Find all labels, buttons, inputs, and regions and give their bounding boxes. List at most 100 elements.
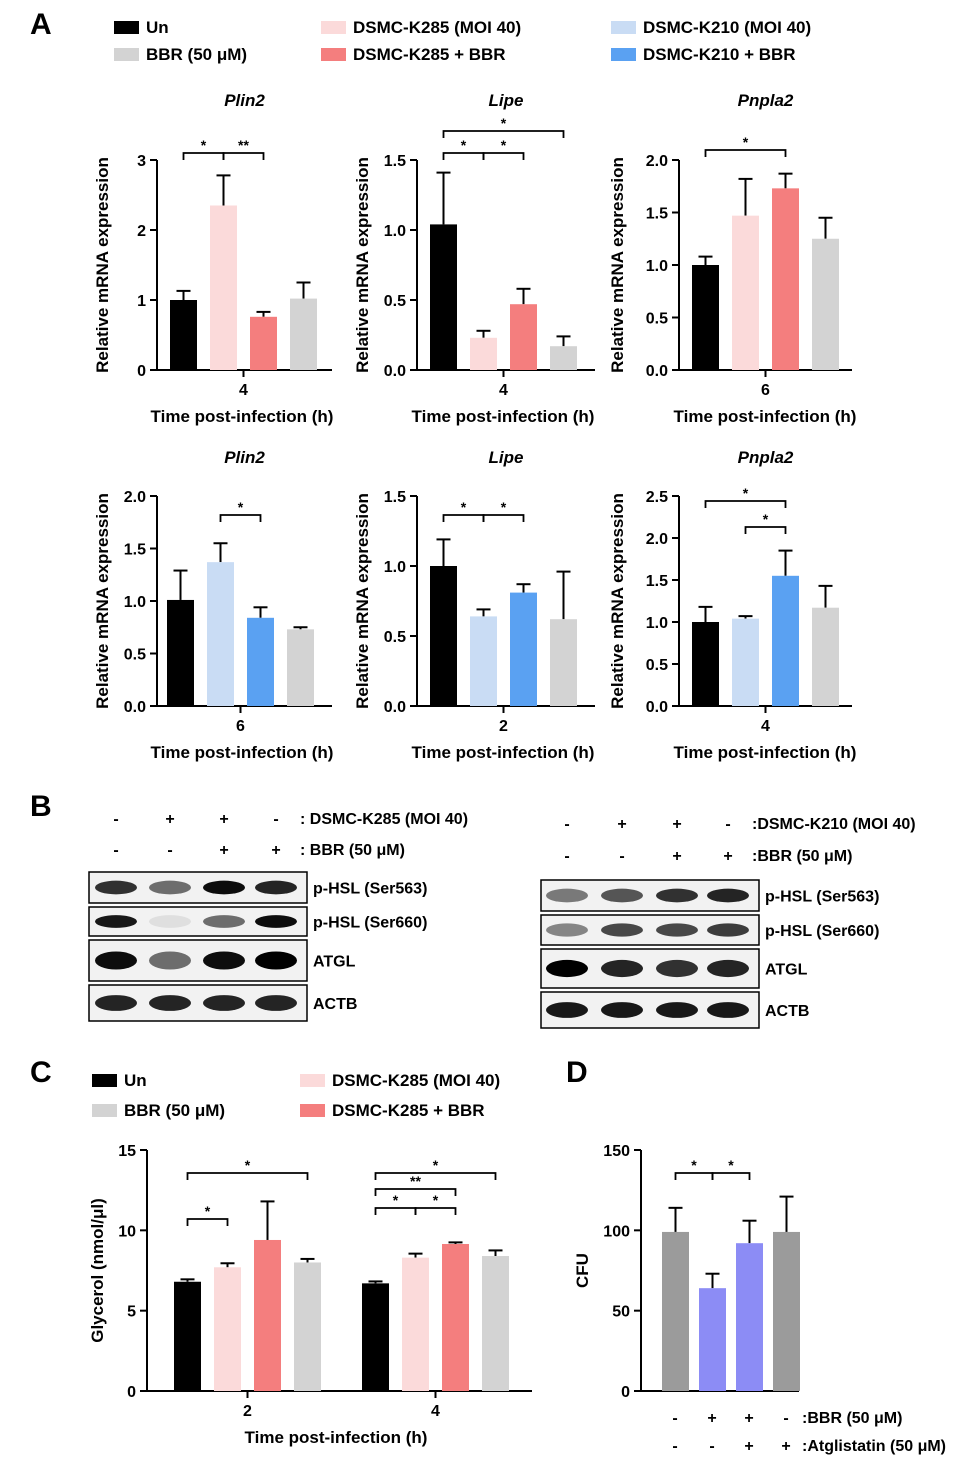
treatment-mark: +: [672, 848, 681, 865]
y-tick-label: 2: [137, 223, 146, 240]
legend-swatch: [611, 21, 636, 34]
blot-band: [203, 995, 245, 1011]
bar: [510, 592, 537, 706]
bar: [207, 562, 234, 706]
treatment-label: :BBR (50 μM): [752, 848, 852, 865]
legend-swatch: [114, 21, 139, 34]
bar: [550, 346, 577, 370]
blot-band: [255, 880, 297, 895]
blot-band-label: ATGL: [765, 962, 808, 979]
bar: [290, 298, 317, 370]
treatment-mark: -: [273, 811, 278, 828]
bar: [210, 205, 237, 370]
treatment-mark: -: [783, 1410, 788, 1427]
legend-label: Un: [146, 18, 169, 37]
bar: [170, 300, 197, 370]
bar: [294, 1262, 321, 1391]
blot-band: [203, 880, 245, 895]
bar: [362, 1283, 389, 1391]
treatment-label: :Atglistatin (50 μM): [802, 1438, 946, 1455]
chart-title: Pnpla2: [738, 448, 794, 467]
treatment-mark: -: [619, 848, 624, 865]
y-tick-label: 0.0: [646, 363, 668, 380]
significance-bracket: [704, 149, 787, 157]
y-tick-label: 5: [127, 1304, 136, 1321]
legend-panel-a: Un BBR (50 μM) DSMC-K285 (MOI 40) DSMC-K285…: [114, 18, 811, 64]
treatment-label: :BBR (50 μM): [802, 1410, 902, 1427]
y-tick-label: 1.0: [646, 258, 668, 275]
significance-marker: *: [461, 137, 467, 153]
significance-bracket: [744, 526, 787, 534]
blot-band: [707, 1002, 749, 1018]
treatment-mark: +: [219, 842, 228, 859]
blot-band: [95, 880, 137, 895]
treatment-mark: -: [113, 811, 118, 828]
x-tick-label: 4: [431, 1403, 440, 1420]
blot-band-label: ATGL: [313, 954, 356, 971]
y-tick-label: 0.0: [384, 699, 406, 716]
legend-swatch: [92, 1104, 117, 1117]
blot-band: [546, 888, 588, 903]
significance-marker: **: [238, 137, 249, 153]
legend-panel-c: Un BBR (50 μM) DSMC-K285 (MOI 40) DSMC-K285…: [92, 1071, 500, 1120]
significance-marker: *: [245, 1157, 251, 1173]
significance-bracket: [711, 1172, 751, 1180]
significance-bracket: [186, 1172, 309, 1180]
significance-bracket: [442, 152, 485, 160]
blot-band: [95, 995, 137, 1011]
treatment-mark: +: [723, 848, 732, 865]
y-axis-label: Relative mRNA expression: [608, 493, 627, 709]
chart-a4-plin2: 0.0 0.5 1.0 1.5 2.0 Relative mRNA expression P…: [93, 448, 333, 762]
blot-band: [149, 995, 191, 1011]
significance-marker: *: [433, 1192, 439, 1208]
y-axis-label: Relative mRNA expression: [353, 493, 372, 709]
blot-band-label: ACTB: [765, 1003, 809, 1020]
y-tick-label: 0.5: [646, 657, 668, 674]
bar: [250, 316, 277, 370]
legend-label: BBR (50 μM): [124, 1101, 225, 1120]
treatment-mark: +: [271, 842, 280, 859]
bar: [482, 1256, 509, 1391]
blot-band: [601, 1002, 643, 1018]
blot-band-label: p-HSL (Ser563): [313, 881, 427, 898]
legend-swatch: [321, 21, 346, 34]
significance-bracket: [182, 152, 225, 160]
bar: [772, 575, 799, 706]
x-axis-label: Time post-infection (h): [674, 407, 857, 426]
chart-a3-pnpla2: 0.0 0.5 1.0 1.5 2.0 Relative mRNA expression P…: [608, 91, 856, 426]
blot-band: [203, 915, 245, 928]
significance-marker: *: [461, 499, 467, 515]
panel-label-d: D: [566, 1056, 588, 1089]
y-tick-label: 0: [127, 1384, 136, 1401]
y-tick-label: 0.5: [646, 311, 668, 328]
blot-band-label: ACTB: [313, 996, 357, 1013]
y-tick-label: 1.5: [646, 206, 668, 223]
y-tick-label: 2.5: [646, 489, 668, 506]
blot-band: [149, 915, 191, 928]
x-axis-label: Time post-infection (h): [245, 1428, 428, 1447]
chart-title: Plin2: [224, 448, 265, 467]
treatment-label: :DSMC-K210 (MOI 40): [752, 816, 916, 833]
bar: [254, 1239, 281, 1391]
blot-band: [656, 923, 698, 937]
y-axis-label: Relative mRNA expression: [353, 157, 372, 373]
treatment-mark: +: [165, 811, 174, 828]
significance-marker: *: [201, 137, 207, 153]
y-tick-label: 2.0: [646, 531, 668, 548]
significance-marker: **: [410, 1173, 421, 1189]
y-tick-label: 150: [603, 1143, 630, 1160]
blot-band: [255, 995, 297, 1011]
blot-band: [546, 923, 588, 937]
treatment-mark: -: [564, 816, 569, 833]
significance-bracket: [374, 1207, 417, 1215]
x-axis-label: Time post-infection (h): [151, 407, 334, 426]
treatment-mark: +: [219, 811, 228, 828]
blot-strip: [88, 906, 308, 937]
y-axis-label: Relative mRNA expression: [93, 493, 112, 709]
y-axis-label: CFU: [573, 1253, 592, 1288]
x-tick-label: 2: [243, 1403, 252, 1420]
significance-marker: *: [433, 1157, 439, 1173]
significance-marker: *: [205, 1203, 211, 1219]
